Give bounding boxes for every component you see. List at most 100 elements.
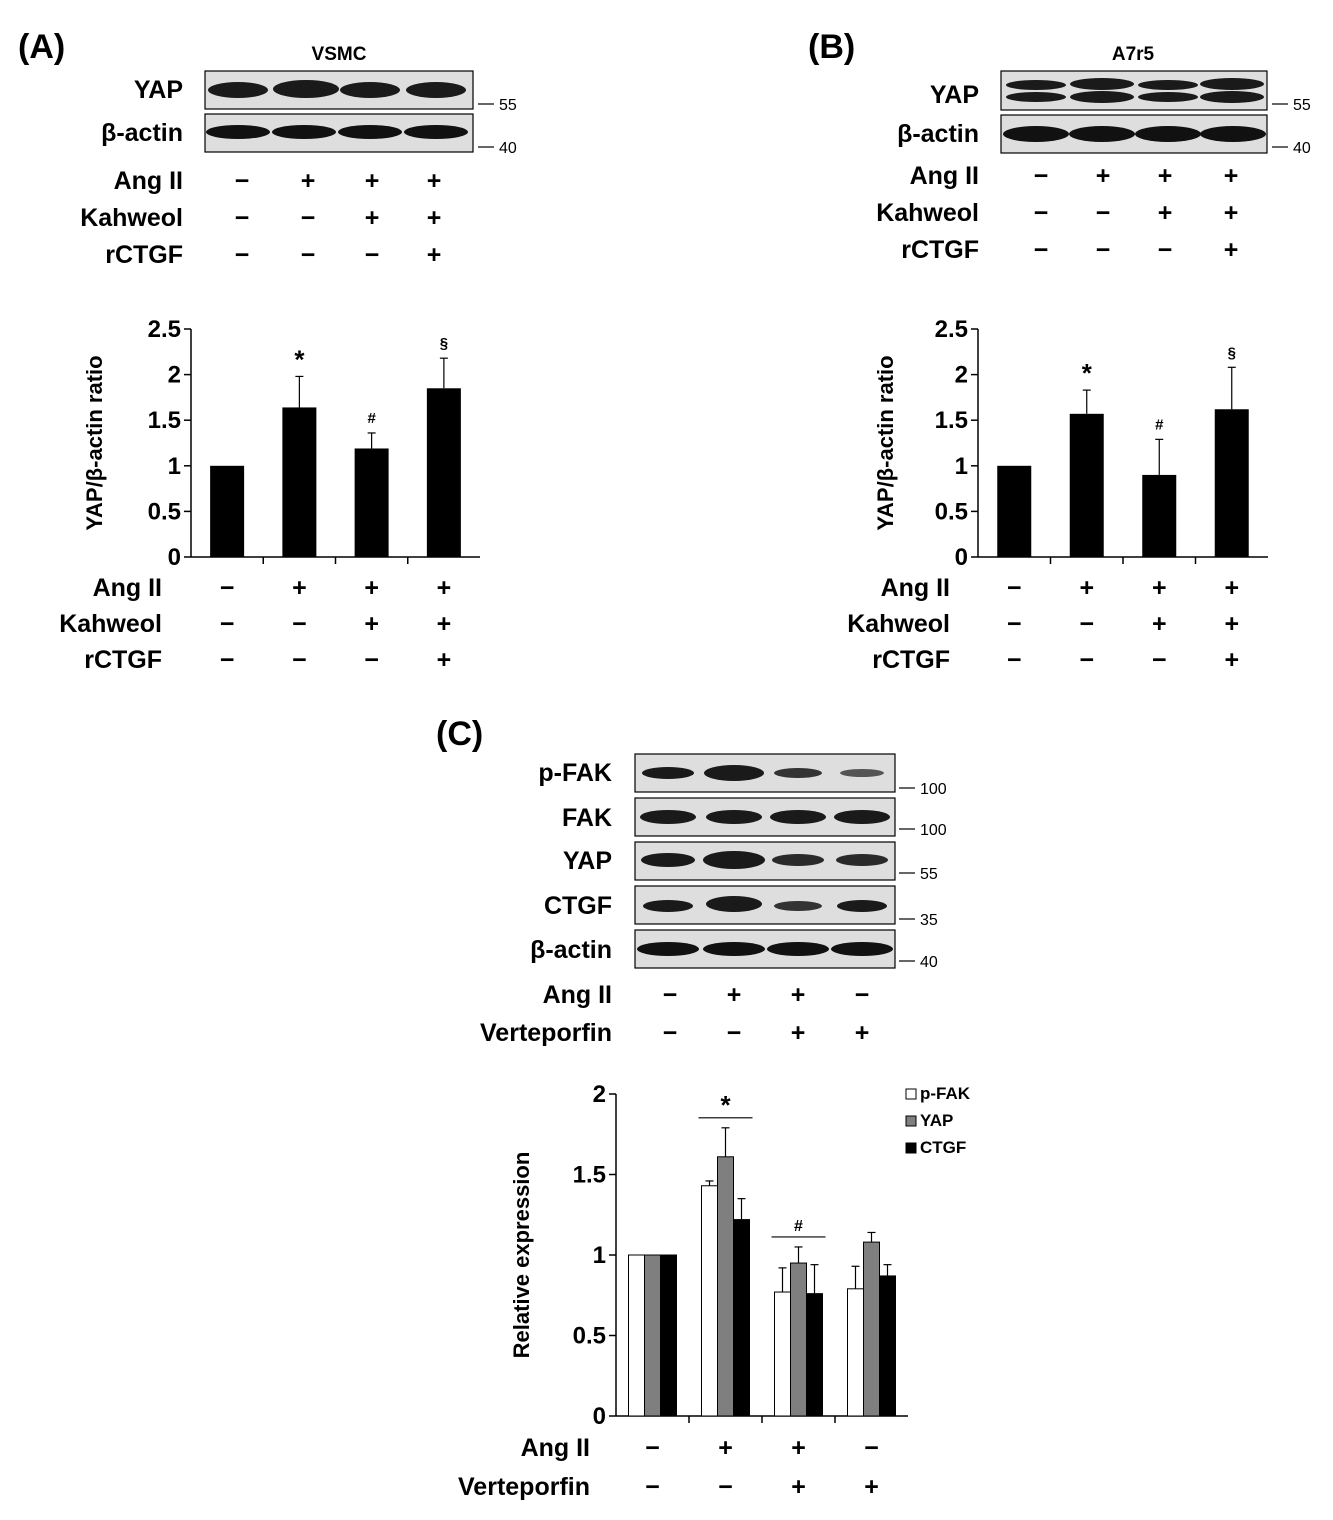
- x-treatment-sign: −: [1007, 610, 1022, 638]
- x-treatment-sign: +: [1152, 610, 1167, 638]
- x-treatment-sign: −: [364, 646, 379, 674]
- blot-b-treatment-sign-1-0: −: [1034, 199, 1049, 227]
- legend-swatch-yap: [905, 1115, 917, 1127]
- blot-treatments-b: Ang II − + + + Kahweol − − + + rCTGF − − − +: [876, 162, 1238, 264]
- bar-yap-4: [863, 1241, 880, 1417]
- bar-p-fak-2: [701, 1185, 718, 1417]
- x-treatment-label-0: Ang II: [521, 1434, 590, 1462]
- x-treatment-sign: −: [292, 646, 307, 674]
- y-tick-label: 0.5: [935, 498, 968, 525]
- panel-label-a: (A): [18, 28, 65, 66]
- bar-p-fak-1: [628, 1254, 645, 1417]
- bar-4: [426, 388, 461, 557]
- legend-swatch-p-fak: [905, 1088, 917, 1100]
- x-treatment-label-1: Kahweol: [847, 610, 950, 638]
- blot-a-treatment-label-0: Ang II: [114, 167, 183, 195]
- mw-marker-c-1: 100: [920, 781, 947, 798]
- y-tick-label: 2: [593, 1081, 606, 1108]
- blot-bands-ctgf: [643, 896, 887, 912]
- x-treatment-sign: +: [718, 1434, 733, 1462]
- x-treatment-sign: +: [364, 574, 379, 602]
- blot-b-treatment-sign-1-3: +: [1224, 199, 1239, 227]
- y-tick-label: 1: [168, 453, 181, 480]
- bar-p-fak-4: [847, 1288, 864, 1417]
- x-treatment-sign: +: [1152, 574, 1167, 602]
- x-treatment-sign: +: [437, 646, 452, 674]
- x-treatment-sign: +: [1224, 610, 1239, 638]
- x-treatment-label-1: Verteporfin: [458, 1473, 590, 1501]
- bar-chart-a: 0 0.5 1 1.5 2 2.5 * # § YAP/β-actin ratio Ang II − +…: [59, 316, 480, 674]
- blot-b-treatment-sign-0-0: −: [1034, 162, 1049, 190]
- x-treatment-sign: −: [1079, 610, 1094, 638]
- blot-b-treatment-sign-1-1: −: [1096, 199, 1111, 227]
- blot-a-treatment-sign-2-0: −: [235, 241, 250, 269]
- x-treatment-sign: −: [1079, 646, 1094, 674]
- cell-line-title-b: A7r5: [1112, 44, 1155, 65]
- blot-treatments-c: Ang II − + + − Verteporfin − − + +: [480, 981, 869, 1047]
- x-treatment-label-2: rCTGF: [872, 646, 950, 674]
- x-treatment-sign: −: [718, 1473, 733, 1501]
- blot-c-treatment-sign-0-1: +: [727, 981, 742, 1009]
- x-treatment-label-0: Ang II: [881, 574, 950, 602]
- bar-3: [354, 448, 389, 557]
- y-tick-label: 0.5: [148, 498, 181, 525]
- y-tick-label: 1: [593, 1242, 606, 1269]
- blot-label-yap-c: YAP: [563, 847, 612, 875]
- mw-marker-c-2: 100: [920, 822, 947, 839]
- y-tick-label: 1.5: [148, 407, 181, 434]
- blot-bands-pfak: [642, 765, 884, 781]
- bar-ctgf-2: [733, 1219, 750, 1417]
- blot-b-treatment-sign-0-1: +: [1096, 162, 1111, 190]
- blot-c-treatment-sign-1-3: +: [855, 1019, 870, 1047]
- x-treatment-sign: +: [791, 1434, 806, 1462]
- y-tick-label: 0: [168, 544, 181, 571]
- bar-chart-b: 0 0.5 1 1.5 2 2.5 * # § YAP/β-actin ratio Ang II − +…: [847, 316, 1268, 674]
- blot-label-pfak: p-FAK: [538, 759, 612, 787]
- blot-c-treatment-sign-1-2: +: [791, 1019, 806, 1047]
- bar-1: [210, 465, 245, 557]
- blot-b-treatment-sign-1-2: +: [1158, 199, 1173, 227]
- x-treatment-sign: −: [220, 610, 235, 638]
- blot-c-treatment-label-0: Ang II: [543, 981, 612, 1009]
- blot-label-fak: FAK: [562, 804, 612, 832]
- x-treatment-label-2: rCTGF: [84, 646, 162, 674]
- bar-yap-3: [790, 1262, 807, 1417]
- significance-mark: *: [294, 344, 305, 374]
- significance-mark: *: [720, 1090, 731, 1120]
- x-treatment-label-1: Kahweol: [59, 610, 162, 638]
- significance-mark: §: [1228, 344, 1236, 361]
- blot-a-treatment-sign-1-2: +: [365, 204, 380, 232]
- blot-a-treatment-sign-0-3: +: [427, 167, 442, 195]
- blot-bands-actin-b: [1003, 126, 1266, 142]
- blot-b-treatment-sign-2-2: −: [1158, 236, 1173, 264]
- bar-4: [1214, 409, 1249, 557]
- blot-a-treatment-sign-2-3: +: [427, 241, 442, 269]
- blot-c-treatment-sign-1-1: −: [727, 1019, 742, 1047]
- blot-b-treatment-sign-2-0: −: [1034, 236, 1049, 264]
- blot-b-treatment-label-0: Ang II: [910, 162, 979, 190]
- significance-mark: #: [367, 410, 376, 427]
- x-treatment-sign: −: [220, 646, 235, 674]
- blot-c-treatment-sign-1-0: −: [663, 1019, 678, 1047]
- legend-label-yap: YAP: [920, 1111, 953, 1130]
- blot-group-b: YAP β-actin 55 40: [897, 70, 1311, 157]
- legend-label-ctgf: CTGF: [920, 1138, 966, 1157]
- significance-mark: §: [440, 335, 448, 352]
- x-treatment-sign: +: [1224, 574, 1239, 602]
- legend-label-p-fak: p-FAK: [920, 1084, 971, 1103]
- panel-label-c: (C): [436, 715, 483, 753]
- bar-2: [1069, 413, 1104, 557]
- blot-group-a: YAP β-actin 55 40: [101, 70, 517, 157]
- x-treatment-sign: +: [864, 1473, 879, 1501]
- mw-marker-c-5: 40: [920, 954, 938, 971]
- panel-label-b: (B): [808, 28, 855, 66]
- blot-b-treatment-sign-2-1: −: [1096, 236, 1111, 264]
- y-tick-label: 0: [593, 1403, 606, 1430]
- x-treatment-sign: +: [292, 574, 307, 602]
- significance-mark: #: [1155, 416, 1164, 433]
- blot-a-treatment-sign-1-3: +: [427, 204, 442, 232]
- bar-2: [282, 407, 317, 557]
- blot-label-yap-b: YAP: [930, 81, 979, 109]
- x-treatment-sign: +: [791, 1473, 806, 1501]
